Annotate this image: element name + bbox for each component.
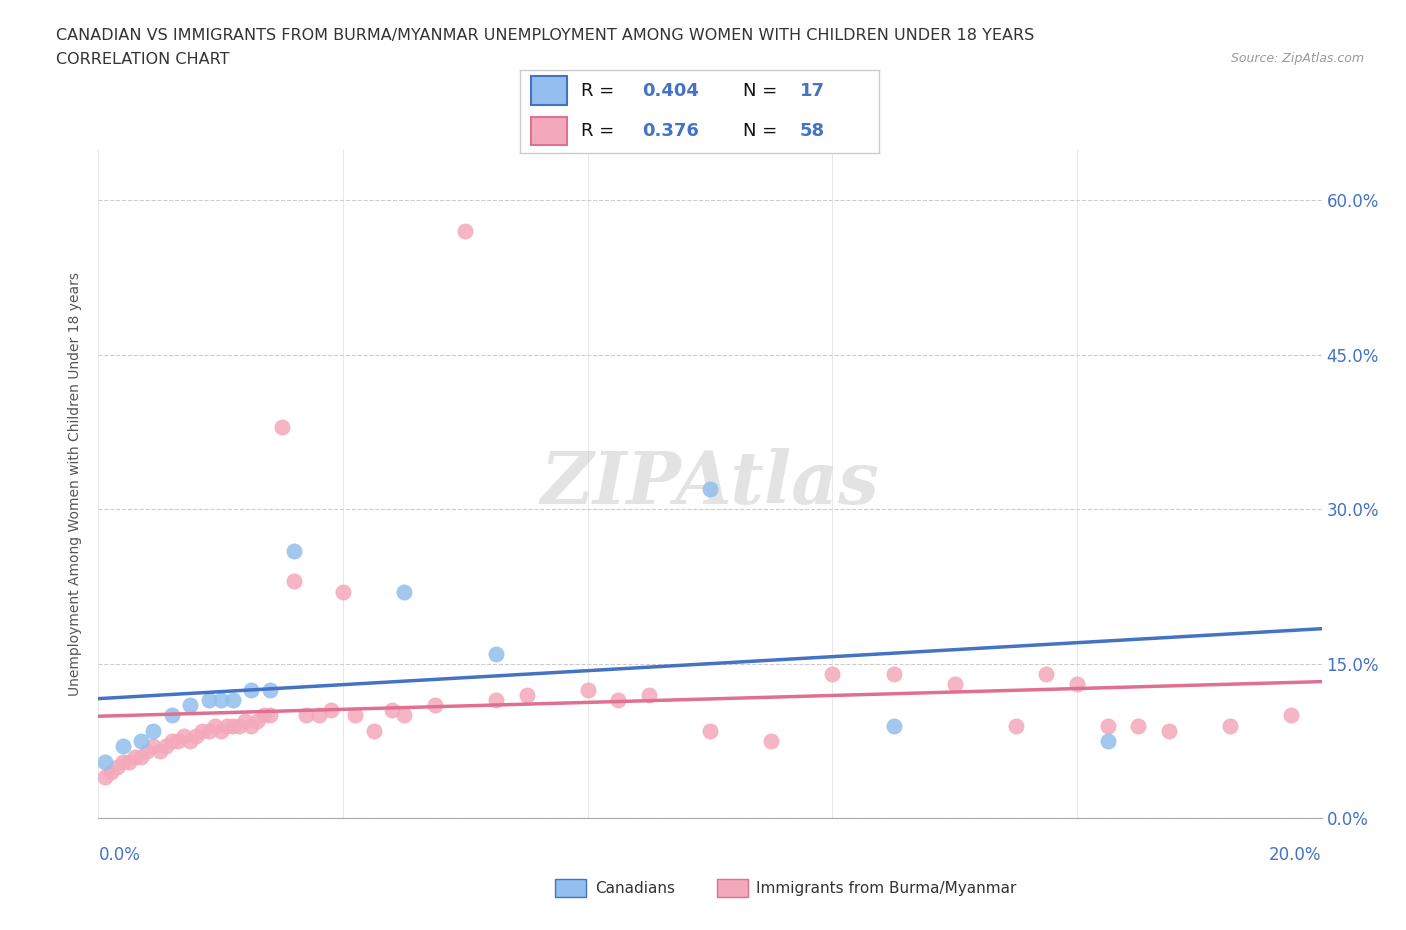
Point bbox=[1035, 667, 1057, 682]
Point bbox=[160, 708, 183, 723]
Point bbox=[93, 770, 115, 785]
Point bbox=[883, 718, 905, 733]
Point bbox=[607, 693, 630, 708]
Point bbox=[215, 718, 238, 733]
Point bbox=[191, 724, 214, 738]
Point bbox=[100, 764, 122, 779]
Point bbox=[270, 419, 292, 434]
Text: 0.404: 0.404 bbox=[643, 82, 699, 100]
Point bbox=[124, 750, 146, 764]
Point bbox=[111, 738, 134, 753]
Point bbox=[1219, 718, 1241, 733]
Point bbox=[283, 543, 305, 558]
Point bbox=[179, 734, 201, 749]
Point bbox=[197, 724, 219, 738]
Text: ZIPAtlas: ZIPAtlas bbox=[541, 448, 879, 519]
Point bbox=[240, 718, 263, 733]
Point bbox=[883, 667, 905, 682]
Point bbox=[485, 646, 508, 661]
Point bbox=[485, 693, 508, 708]
Y-axis label: Unemployment Among Women with Children Under 18 years: Unemployment Among Women with Children U… bbox=[69, 272, 83, 696]
Point bbox=[93, 754, 115, 769]
Text: 17: 17 bbox=[800, 82, 825, 100]
Point bbox=[1097, 718, 1119, 733]
Point bbox=[1279, 708, 1302, 723]
Text: R =: R = bbox=[581, 82, 614, 100]
Text: R =: R = bbox=[581, 122, 614, 140]
Point bbox=[186, 728, 208, 743]
Point bbox=[759, 734, 782, 749]
Point bbox=[111, 754, 134, 769]
Point bbox=[308, 708, 330, 723]
Point bbox=[637, 687, 661, 702]
Text: CANADIAN VS IMMIGRANTS FROM BURMA/MYANMAR UNEMPLOYMENT AMONG WOMEN WITH CHILDREN: CANADIAN VS IMMIGRANTS FROM BURMA/MYANMA… bbox=[56, 28, 1035, 43]
Text: N =: N = bbox=[742, 122, 776, 140]
Text: N =: N = bbox=[742, 82, 776, 100]
Point bbox=[155, 738, 177, 753]
Point bbox=[160, 734, 183, 749]
Point bbox=[228, 718, 250, 733]
Point bbox=[283, 574, 305, 589]
Point bbox=[252, 708, 274, 723]
Point bbox=[699, 482, 721, 497]
Point bbox=[454, 224, 477, 239]
Point bbox=[363, 724, 385, 738]
Point bbox=[295, 708, 318, 723]
Point bbox=[233, 713, 256, 728]
Point bbox=[118, 754, 141, 769]
Point bbox=[222, 693, 245, 708]
Point bbox=[204, 718, 226, 733]
Point bbox=[173, 728, 195, 743]
Point bbox=[129, 734, 152, 749]
Point bbox=[332, 584, 354, 599]
Bar bbox=[531, 116, 567, 145]
Point bbox=[699, 724, 721, 738]
Point bbox=[423, 698, 446, 712]
Point bbox=[259, 683, 281, 698]
Point bbox=[142, 738, 165, 753]
Point bbox=[392, 708, 416, 723]
Text: Source: ZipAtlas.com: Source: ZipAtlas.com bbox=[1230, 52, 1364, 65]
Point bbox=[319, 703, 342, 718]
Point bbox=[1004, 718, 1026, 733]
Point bbox=[129, 750, 152, 764]
Point bbox=[259, 708, 281, 723]
Text: 0.376: 0.376 bbox=[643, 122, 699, 140]
Point bbox=[381, 703, 404, 718]
Text: Immigrants from Burma/Myanmar: Immigrants from Burma/Myanmar bbox=[756, 881, 1017, 896]
Text: 58: 58 bbox=[800, 122, 825, 140]
Point bbox=[142, 724, 165, 738]
Point bbox=[821, 667, 844, 682]
Point bbox=[1066, 677, 1088, 692]
Point bbox=[344, 708, 367, 723]
Point bbox=[240, 683, 263, 698]
Point bbox=[576, 683, 599, 698]
Text: 20.0%: 20.0% bbox=[1270, 846, 1322, 864]
Point bbox=[1097, 734, 1119, 749]
Point bbox=[197, 693, 219, 708]
Text: Canadians: Canadians bbox=[595, 881, 675, 896]
Point bbox=[943, 677, 966, 692]
Point bbox=[222, 718, 245, 733]
Point bbox=[105, 760, 128, 775]
Point bbox=[167, 734, 190, 749]
Point bbox=[209, 693, 232, 708]
Bar bbox=[531, 76, 567, 105]
Point bbox=[149, 744, 172, 759]
Point bbox=[516, 687, 538, 702]
Point bbox=[136, 744, 159, 759]
Point bbox=[1157, 724, 1180, 738]
Point bbox=[392, 584, 416, 599]
Point bbox=[246, 713, 269, 728]
Point bbox=[209, 724, 232, 738]
Text: 0.0%: 0.0% bbox=[98, 846, 141, 864]
Point bbox=[1128, 718, 1150, 733]
Text: CORRELATION CHART: CORRELATION CHART bbox=[56, 52, 229, 67]
Point bbox=[179, 698, 201, 712]
